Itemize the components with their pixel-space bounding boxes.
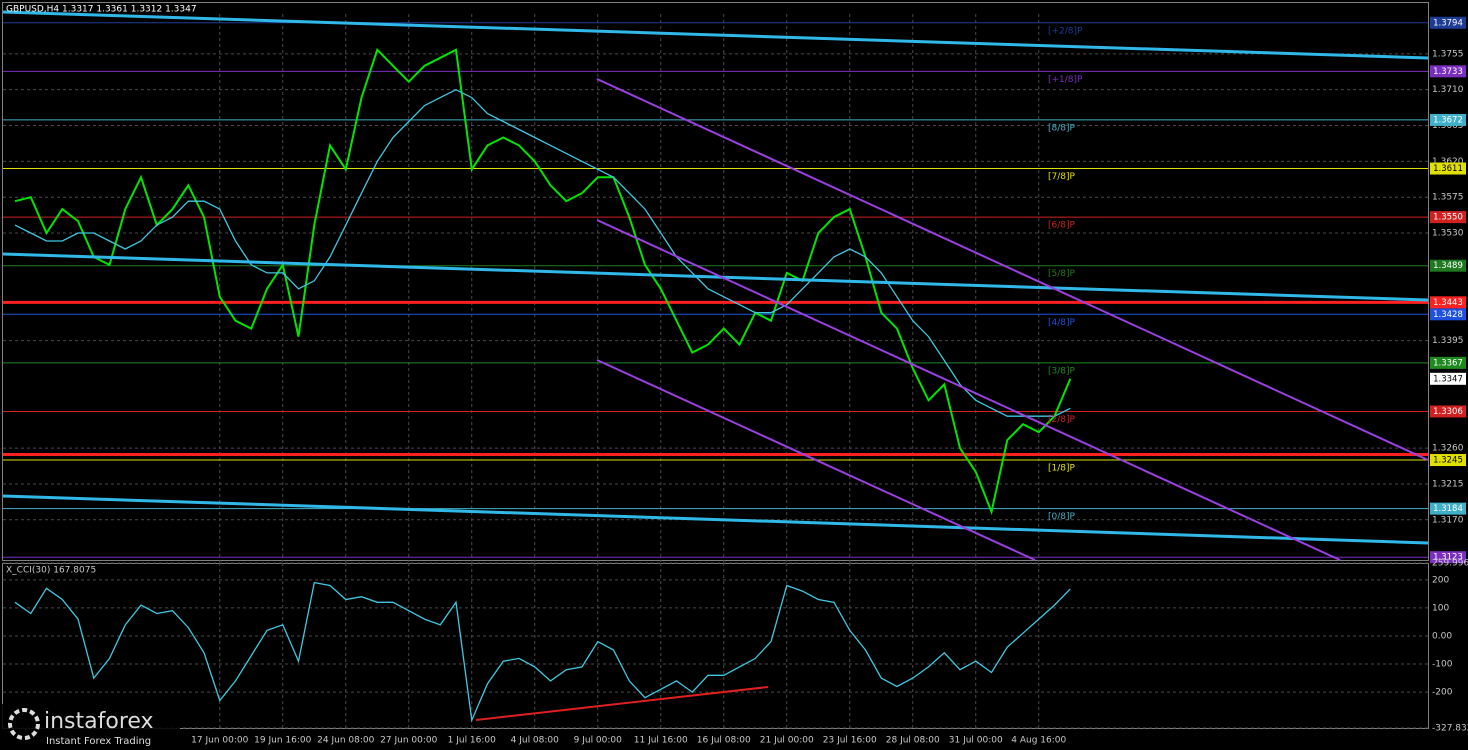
trend-line <box>2 252 1429 302</box>
y-tick-label: -100 <box>1432 660 1453 670</box>
y-tick-label: 200 <box>1432 575 1449 585</box>
channel-line <box>596 219 1341 561</box>
murray-tag: [3/8]P <box>1048 366 1076 376</box>
y-tick-label: 259.9969 <box>1432 559 1468 569</box>
y-tick-label: 1.3215 <box>1432 479 1464 489</box>
price-box-label: 1.3733 <box>1433 67 1463 77</box>
price-box-label: 1.3443 <box>1433 298 1463 308</box>
murray-tag: [0/8]P <box>1048 512 1076 522</box>
price-box <box>1430 551 1466 564</box>
price-box-label: 1.3367 <box>1433 358 1463 368</box>
x-tick-label: 23 Jul 16:00 <box>823 736 877 746</box>
cci-frame <box>2 563 1429 729</box>
y-tick-label: -200 <box>1432 688 1453 698</box>
price-box <box>1430 162 1466 175</box>
brand-tagline: Instant Forex Trading <box>46 736 151 747</box>
x-tick-label: 4 Aug 16:00 <box>1011 736 1066 746</box>
trend-lines <box>2 10 1429 721</box>
murray-tag: [2/8]P <box>1048 415 1076 425</box>
price-box <box>1430 113 1466 126</box>
price-box <box>1430 211 1466 224</box>
price-box <box>1430 356 1466 369</box>
price-box <box>1430 259 1466 272</box>
y-tick-label: 1.3755 <box>1432 49 1464 59</box>
price-box-label: 1.3428 <box>1433 310 1463 320</box>
y-tick-label: 1.3665 <box>1432 121 1464 131</box>
murray-tag: [1/8]P <box>1048 464 1076 474</box>
x-tick-label: 1 Jul 16:00 <box>448 736 497 746</box>
price-box-label: 1.3611 <box>1433 164 1463 174</box>
price-box-label: 1.3306 <box>1433 407 1463 417</box>
series-line <box>14 88 1071 417</box>
x-tick-label: 19 Jun 16:00 <box>254 736 311 746</box>
price-box <box>1430 65 1466 78</box>
price-box-label: 1.3550 <box>1433 213 1463 223</box>
divergence-line <box>475 686 769 721</box>
y-tick-label: -327.832 <box>1432 724 1468 734</box>
price-box <box>1430 372 1466 385</box>
y-tick-label: 0.00 <box>1432 631 1452 641</box>
chart-header: GBPUSD,H4 1.3317 1.3361 1.3312 1.3347 <box>6 5 197 15</box>
y-tick-label: 1.3395 <box>1432 336 1464 346</box>
x-tick-label: 11 Jul 16:00 <box>634 736 688 746</box>
y-tick-label: 1.3530 <box>1432 229 1464 239</box>
y-tick-label: 1.3620 <box>1432 157 1464 167</box>
price-box-label: 1.3347 <box>1433 374 1463 384</box>
brand-name: instaforex <box>44 709 154 734</box>
price-box-label: 1.3245 <box>1433 456 1463 466</box>
channel-line <box>596 78 1429 461</box>
murray-tag: [6/8]P <box>1048 221 1076 231</box>
trend-line <box>2 494 1429 545</box>
logo-icon <box>8 708 40 740</box>
price-box-label: 1.3184 <box>1433 504 1463 514</box>
main-frame <box>2 2 1429 561</box>
indicator-title: X_CCI(30) 167.8075 <box>6 566 96 576</box>
y-tick-label: 1.3710 <box>1432 85 1464 95</box>
x-tick-label: 28 Jul 08:00 <box>886 736 940 746</box>
price-box-label: 1.3489 <box>1433 261 1463 271</box>
murray-tag: [8/8]P <box>1048 123 1076 133</box>
y-tick-label: 1.3260 <box>1432 444 1464 454</box>
price-box <box>1430 405 1466 418</box>
x-tick-label: 9 Jul 00:00 <box>574 736 623 746</box>
murray-tag: [+2/8]P <box>1048 26 1083 36</box>
x-tick-label: 27 Jun 00:00 <box>380 736 437 746</box>
price-box-label: 1.3672 <box>1433 115 1463 125</box>
price-box <box>1430 308 1466 321</box>
price-box-label: 1.3794 <box>1433 18 1463 28</box>
x-tick-label: 21 Jul 00:00 <box>760 736 814 746</box>
x-tick-label: 16 Jul 08:00 <box>697 736 751 746</box>
murray-tag: [4/8]P <box>1048 318 1076 328</box>
x-tick-label: 24 Jun 08:00 <box>317 736 374 746</box>
y-tick-label: 1.3575 <box>1432 193 1464 203</box>
price-box <box>1430 454 1466 467</box>
price-box <box>1430 16 1466 29</box>
series-line <box>14 581 1071 723</box>
x-tick-label: 31 Jul 00:00 <box>949 736 1003 746</box>
murray-tag: [5/8]P <box>1048 269 1076 279</box>
murray-tag: [+1/8]P <box>1048 75 1083 85</box>
logo-backdrop <box>0 704 180 750</box>
trend-line <box>2 10 1429 60</box>
channel-line <box>596 359 1036 561</box>
y-tick-label: 1.3170 <box>1432 515 1464 525</box>
price-box <box>1430 502 1466 515</box>
price-box-label: 1.3123 <box>1433 553 1463 563</box>
x-tick-label: 17 Jun 00:00 <box>191 736 248 746</box>
price-box <box>1430 296 1466 309</box>
logo: instaforex Instant Forex Trading <box>0 704 180 750</box>
series-line <box>14 47 1072 516</box>
murray-tag: [7/8]P <box>1048 172 1076 182</box>
x-tick-label: 4 Jul 08:00 <box>511 736 560 746</box>
y-tick-label: 100 <box>1432 603 1449 613</box>
